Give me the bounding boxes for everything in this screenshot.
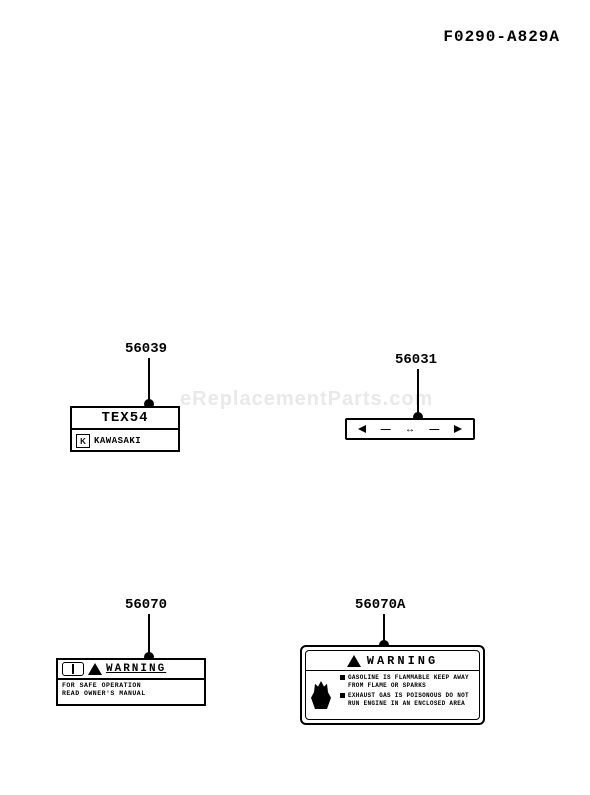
warning-body-line1: FOR SAFE OPERATION [62, 682, 200, 690]
flame-icon [311, 681, 331, 709]
arrow-left-icon [358, 425, 366, 433]
document-code: F0290-A829A [443, 28, 560, 46]
leader-line [148, 358, 150, 403]
bullet-square-icon [340, 675, 345, 680]
warning-body-line2: READ OWNER'S MANUAL [62, 690, 200, 698]
part-ref-56039: 56039 [125, 341, 167, 357]
part-ref-56070: 56070 [125, 597, 167, 613]
dash-icon: — [381, 424, 391, 435]
part-ref-56070A: 56070A [355, 597, 405, 613]
label-tex54-model: TEX54 [72, 408, 178, 430]
leader-line [383, 614, 385, 644]
warning-heading: WARNING [367, 654, 438, 668]
leader-line [417, 369, 419, 416]
warning-bullet-2: EXHAUST GAS IS POISONOUS DO NOT RUN ENGI… [348, 692, 475, 708]
warning-triangle-icon [347, 655, 361, 667]
kawasaki-k-icon: K [76, 434, 90, 448]
arrow-right-icon [454, 425, 462, 433]
double-arrow-icon: ↔ [405, 424, 415, 435]
watermark-text: eReplacementParts.com [180, 388, 433, 411]
label-tex54: TEX54 K KAWASAKI [70, 406, 180, 452]
label-warning-gasoline: WARNING GASOLINE IS FLAMMABLE KEEP AWAY … [300, 645, 485, 725]
warning-triangle-icon [88, 663, 102, 675]
manual-book-icon [62, 662, 84, 676]
label-tex54-brand: KAWASAKI [94, 436, 141, 446]
warning-heading: WARNING [106, 663, 166, 675]
bullet-square-icon [340, 693, 345, 698]
dash-icon: — [429, 424, 439, 435]
leader-line [148, 614, 150, 656]
label-warning-manual: WARNING FOR SAFE OPERATION READ OWNER'S … [56, 658, 206, 706]
part-ref-56031: 56031 [395, 352, 437, 368]
label-choke: — ↔ — [345, 418, 475, 440]
warning-bullet-1: GASOLINE IS FLAMMABLE KEEP AWAY FROM FLA… [348, 674, 475, 690]
